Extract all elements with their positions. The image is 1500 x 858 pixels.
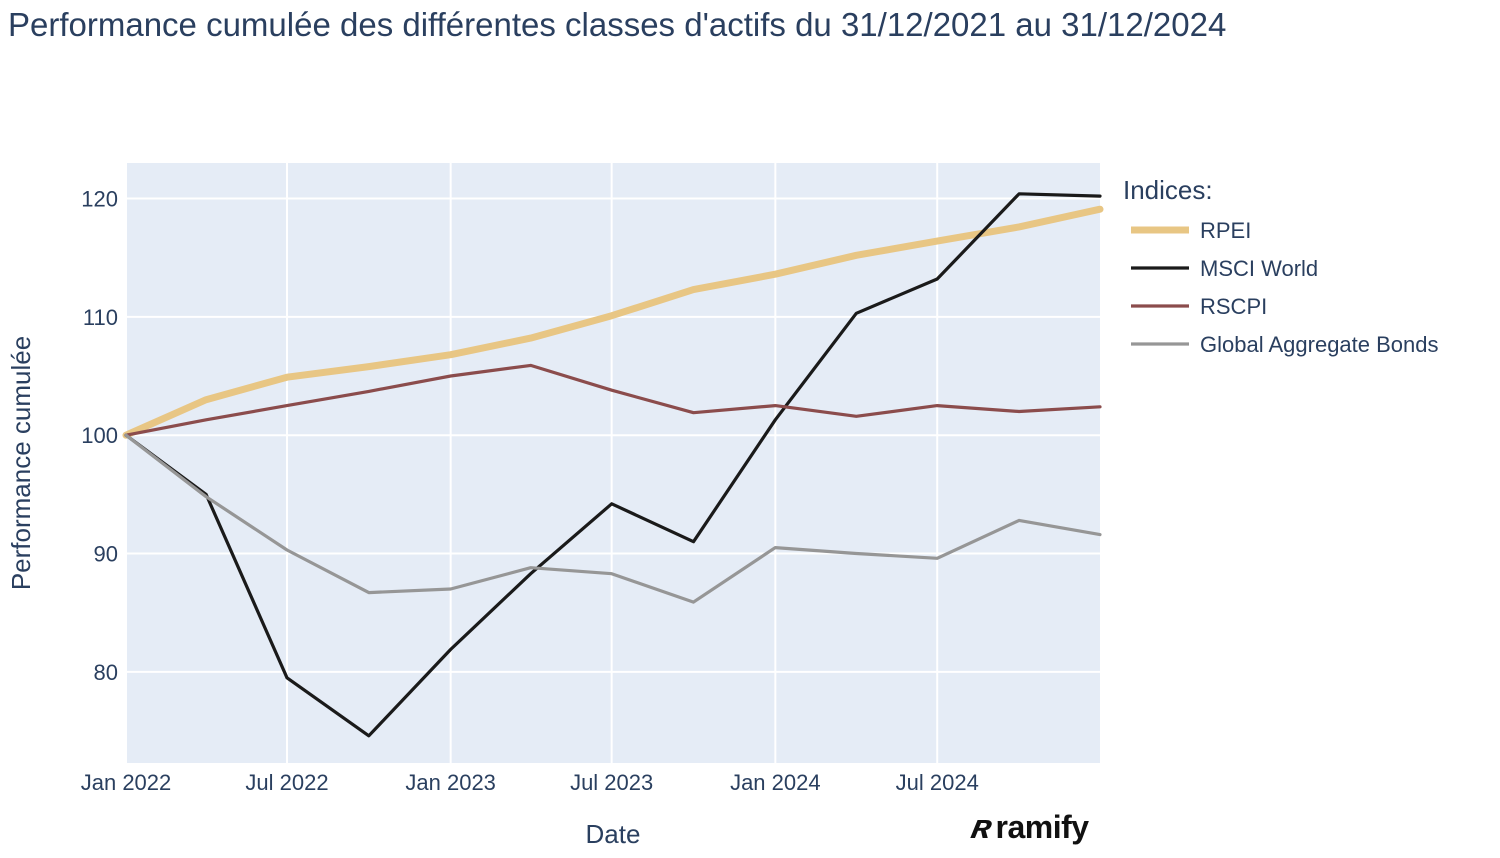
y-tick-label: 120	[81, 187, 118, 212]
series-lines	[122, 192, 1104, 738]
legend-item-label[interactable]: MSCI World	[1200, 256, 1318, 281]
x-tick-label: Jul 2024	[896, 770, 979, 795]
y-tick-labels: 80 90 100 110 120	[81, 187, 118, 685]
series-line-msci-world	[124, 192, 1102, 738]
ramify-mark-icon: ʀ	[968, 808, 996, 846]
legend-item-label[interactable]: RSCPI	[1200, 294, 1267, 319]
x-tick-label: Jan 2024	[730, 770, 821, 795]
x-tick-label: Jan 2023	[405, 770, 496, 795]
legend-item-label[interactable]: RPEI	[1200, 218, 1251, 243]
ramify-logo: ʀramify	[968, 808, 1090, 847]
series-line-global-aggregate-bonds	[124, 433, 1102, 604]
legend-title: Indices:	[1123, 175, 1213, 205]
x-axis-title: Date	[586, 819, 641, 849]
gridlines	[125, 163, 1100, 763]
x-tick-label: Jan 2022	[81, 770, 172, 795]
series-line-rscpi	[124, 363, 1102, 437]
chart-title: Performance cumulée des différentes clas…	[8, 6, 1227, 43]
series-line-rpei	[122, 205, 1104, 439]
y-tick-label: 100	[81, 423, 118, 448]
x-tick-labels: Jan 2022 Jul 2022 Jan 2023 Jul 2023 Jan 2024…	[81, 770, 979, 795]
y-axis-title: Performance cumulée	[6, 336, 36, 590]
plot-background	[126, 163, 1100, 763]
legend-item-label[interactable]: Global Aggregate Bonds	[1200, 332, 1439, 357]
y-tick-label: 80	[94, 660, 118, 685]
x-tick-label: Jul 2022	[245, 770, 328, 795]
brand-name: ramify	[995, 809, 1090, 845]
legend[interactable]: Indices: RPEI MSCI World RSCPI Global Aggre…	[1123, 175, 1439, 357]
y-tick-label: 110	[83, 305, 118, 330]
y-tick-label: 90	[94, 542, 118, 567]
x-tick-label: Jul 2023	[570, 770, 653, 795]
